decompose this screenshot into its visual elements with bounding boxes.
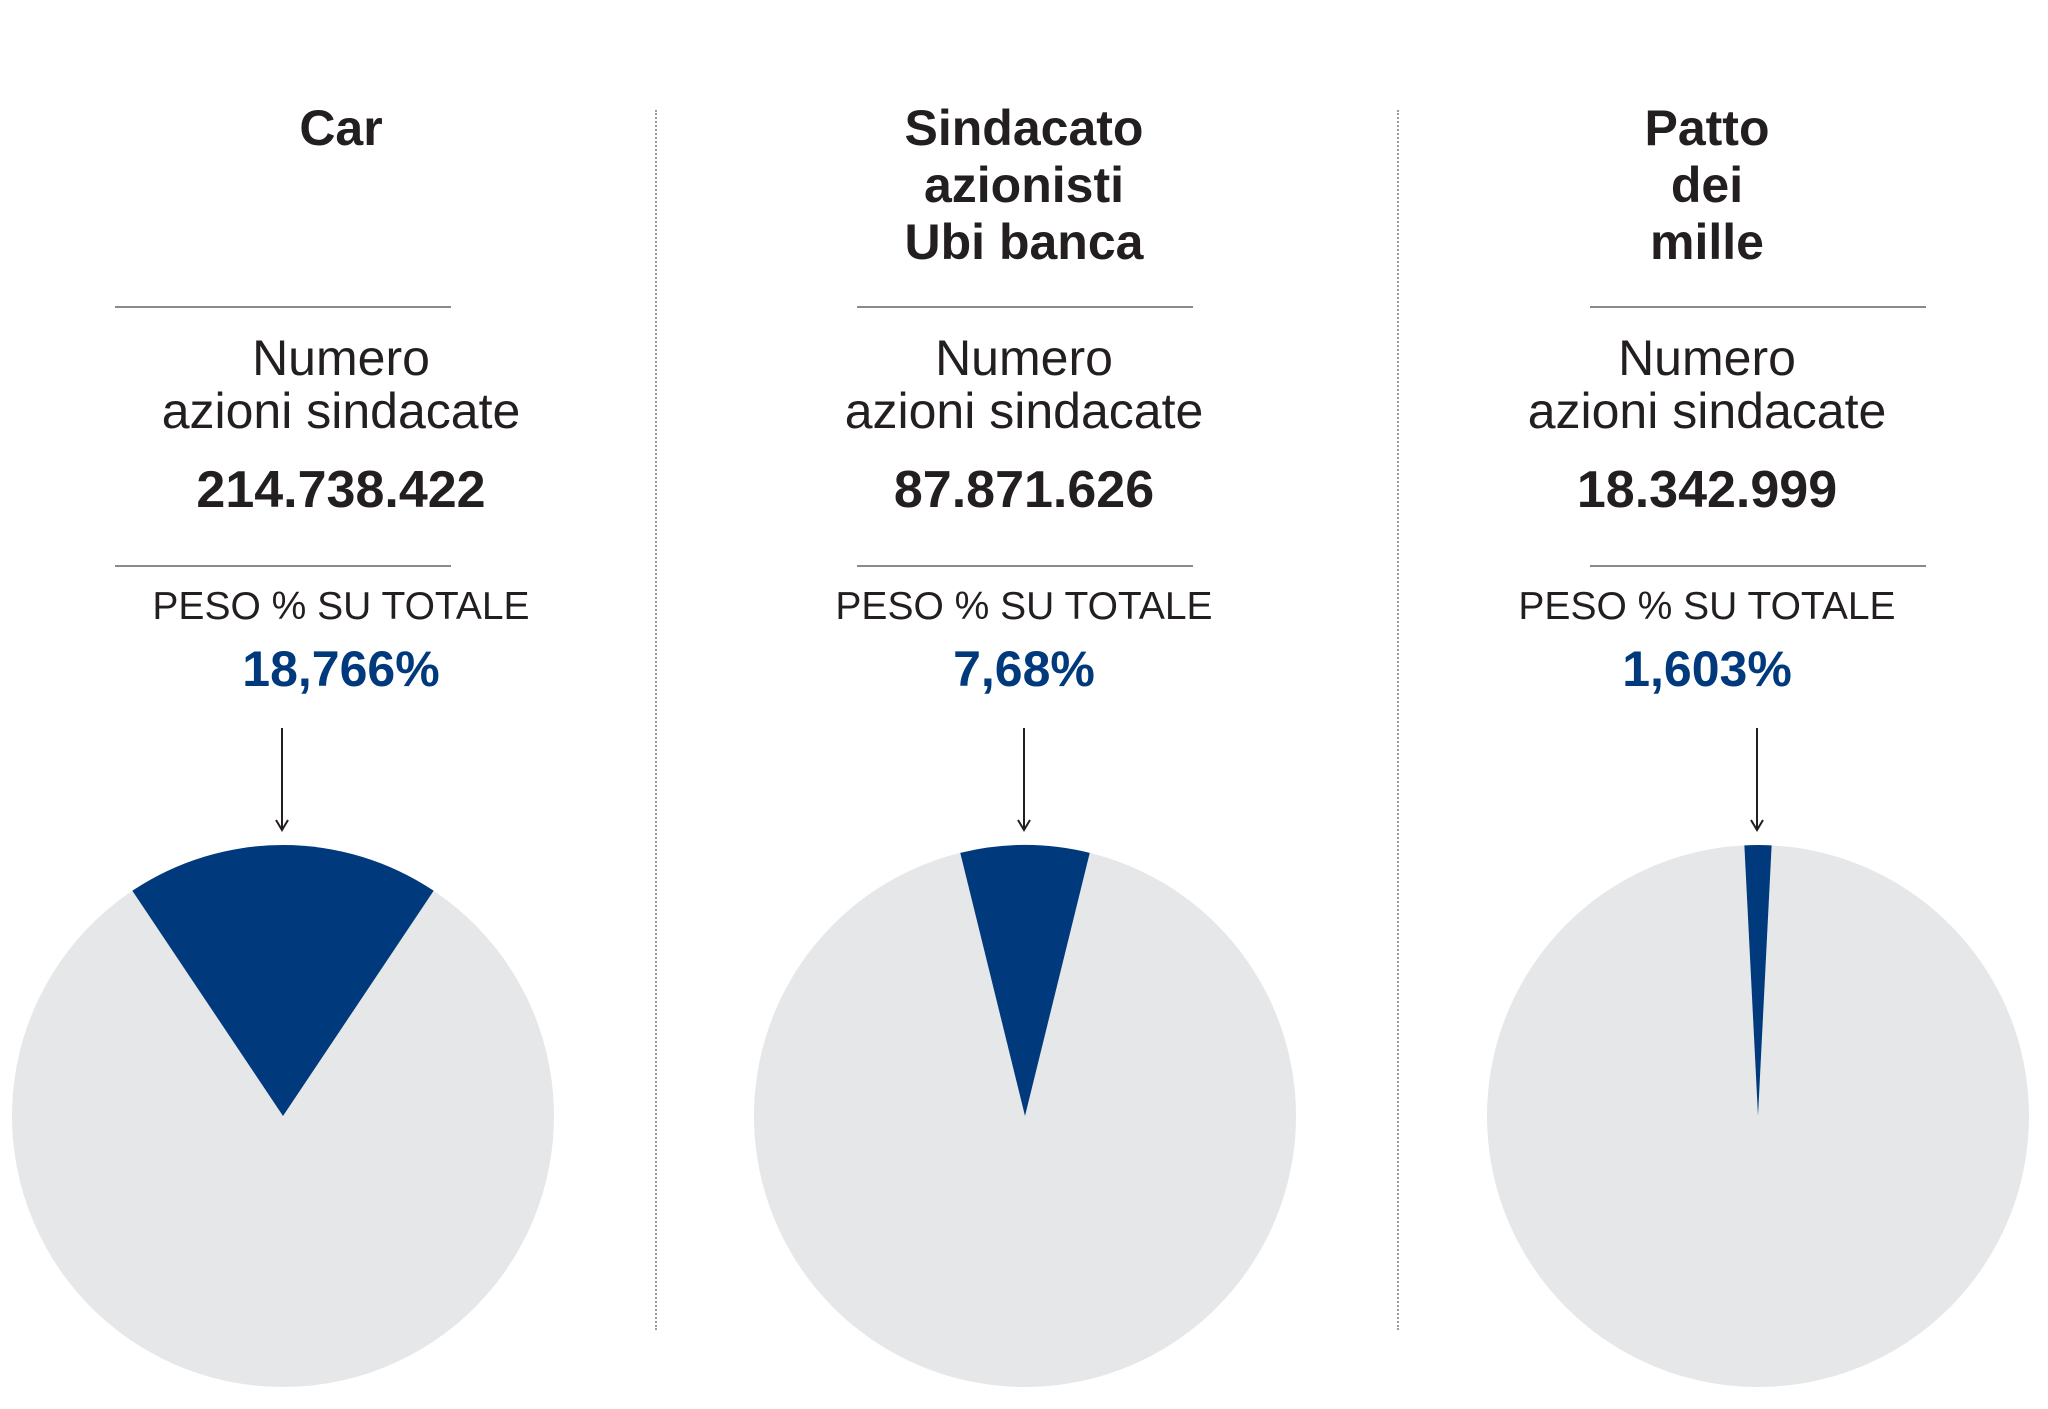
panel-title: Car [0,100,682,157]
pointer-arrow [1750,728,1764,832]
metric-label: Numero azioni sindacate [0,332,682,438]
metric-label: Numero azioni sindacate [683,332,1365,438]
metric-label-line: azioni sindacate [1527,383,1887,439]
pie-slice-share [132,845,434,1116]
share-label: PESO % SU TOTALE [835,585,1213,628]
column-divider [1397,110,1399,1330]
metric-label-line: Numero [252,330,430,386]
panel-title: Patto dei mille [1366,100,2048,271]
pie-slice-remainder [1487,845,2029,1387]
title-line: dei [1670,157,1744,213]
share-value: 1,603% [1622,641,1792,697]
share-value: 7,68% [953,641,1095,697]
divider-rule [857,565,1193,567]
title-line: Car [299,100,383,156]
panel-car: Car Numero azioni sindacate 214.738.422 … [0,0,682,1409]
pie-slice-share [1744,845,1772,1116]
divider-rule [857,306,1193,308]
title-line: azionisti [923,157,1125,213]
metric-label-line: Numero [1618,330,1796,386]
share-label: PESO % SU TOTALE [152,585,530,628]
divider-rule [115,306,451,308]
metric-value: 18.342.999 [1576,461,1838,519]
panel-title: Sindacato azionisti Ubi banca [683,100,1365,271]
pie-chart [754,845,1296,1387]
pie-slice-share [960,845,1090,1116]
title-line: Ubi banca [904,214,1144,270]
pie-chart [11,845,554,1387]
title-line: mille [1650,214,1764,270]
divider-rule [1590,306,1926,308]
pie-chart [1487,845,2029,1387]
pie-slice-remainder [11,890,554,1387]
metric-label-line: azioni sindacate [844,383,1204,439]
share-value: 18,766% [242,641,440,697]
share-label: PESO % SU TOTALE [1518,585,1896,628]
metric-value: 87.871.626 [893,461,1155,519]
metric-label: Numero azioni sindacate [1366,332,2048,438]
panel-sindacato-ubi: Sindacato azionisti Ubi banca Numero azi… [683,0,1365,1409]
title-line: Patto [1644,100,1770,156]
pointer-arrow [275,728,289,832]
metric-label-line: azioni sindacate [161,383,521,439]
title-line: Sindacato [904,100,1144,156]
column-divider [655,110,657,1330]
panel-patto-dei-mille: Patto dei mille Numero azioni sindacate … [1366,0,2048,1409]
divider-rule [1590,565,1926,567]
divider-rule [115,565,451,567]
pointer-arrow [1017,728,1031,832]
metric-value: 214.738.422 [196,461,486,519]
metric-label-line: Numero [935,330,1113,386]
pie-slice-remainder [754,852,1296,1387]
